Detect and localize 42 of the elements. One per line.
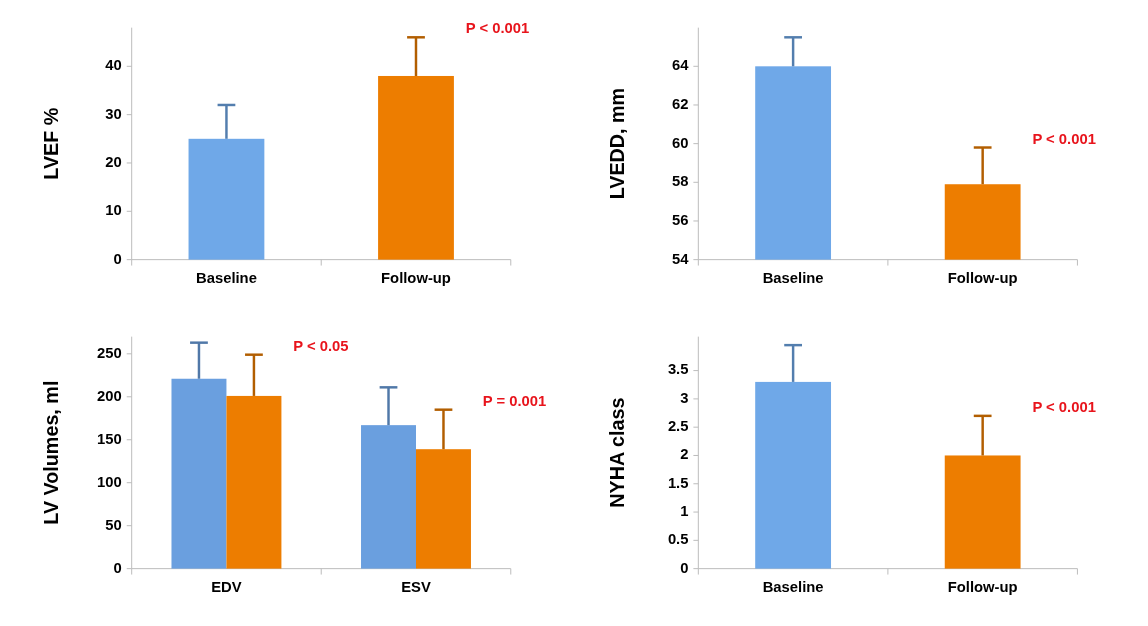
y-tick-label: 58 (672, 173, 689, 190)
x-tick-label: Baseline (762, 579, 824, 596)
x-tick-label: Baseline (762, 270, 824, 287)
y-tick-label: 3.5 (667, 361, 689, 378)
annotation: P < 0.001 (465, 20, 530, 37)
x-tick-label: Follow-up (381, 270, 451, 287)
y-tick-label: 64 (672, 57, 690, 74)
y-tick-label: 0 (113, 559, 122, 576)
y-tick-label: 20 (105, 153, 122, 170)
y-tick-label: 54 (672, 250, 690, 267)
annotation: P = 0.001 (482, 392, 547, 409)
y-axis-title: LVEF % (39, 107, 62, 180)
y-tick-label: 30 (105, 105, 122, 122)
x-tick-label: Baseline (196, 270, 257, 287)
y-tick-label: 10 (105, 202, 122, 219)
y-tick-label: 0 (113, 250, 122, 267)
annotation: P < 0.05 (293, 337, 349, 354)
annotation: P < 0.001 (1032, 130, 1096, 147)
y-tick-label: 100 (97, 473, 122, 490)
y-tick-label: 0 (680, 559, 689, 576)
x-tick-label: EDV (211, 579, 242, 596)
x-tick-label: ESV (401, 579, 431, 596)
y-tick-label: 60 (672, 134, 689, 151)
y-tick-label: 56 (672, 211, 689, 228)
y-axis-title: LVEDD, mm (606, 87, 629, 200)
y-axis-title: LV Volumes, ml (39, 380, 62, 525)
y-tick-label: 40 (105, 57, 122, 74)
x-tick-label: Follow-up (947, 579, 1018, 596)
y-tick-label: 2.5 (667, 418, 689, 435)
y-tick-label: 200 (97, 387, 122, 404)
y-tick-label: 3 (680, 389, 689, 406)
y-tick-label: 2 (680, 446, 689, 463)
y-tick-label: 150 (97, 430, 122, 447)
x-tick-label: Follow-up (947, 270, 1018, 287)
y-tick-label: 1 (680, 502, 689, 519)
y-axis-title: NYHA class (606, 397, 629, 508)
y-tick-label: 1.5 (667, 474, 689, 491)
y-tick-label: 250 (97, 344, 122, 361)
annotation: P < 0.001 (1032, 398, 1096, 415)
y-tick-label: 62 (672, 95, 689, 112)
y-tick-label: 0.5 (667, 531, 689, 548)
y-tick-label: 50 (105, 516, 122, 533)
